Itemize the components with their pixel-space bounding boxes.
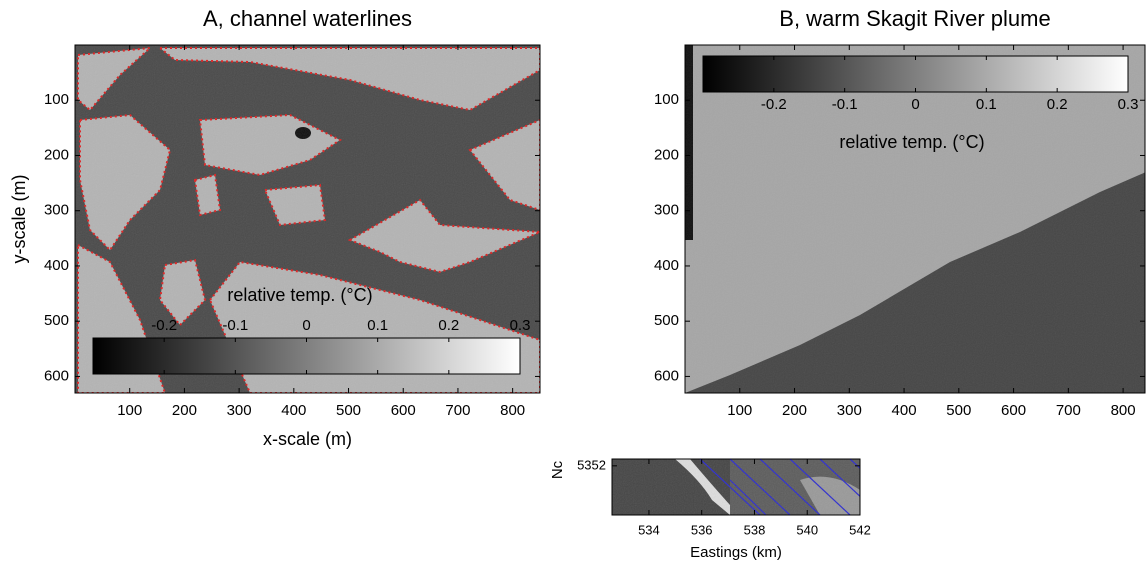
x-tick-label: 538 — [744, 522, 766, 537]
y-tick-label: 600 — [44, 367, 69, 384]
colorbar-tick-label: 0.2 — [1047, 96, 1068, 113]
x-tick-label: 500 — [336, 402, 361, 419]
y-tick-label: 300 — [44, 202, 69, 219]
x-tick-label: 800 — [500, 402, 525, 419]
y-tick-label: 600 — [654, 367, 679, 384]
x-axis-label: x-scale (m) — [263, 429, 352, 449]
colorbar-tick-label: 0.2 — [438, 317, 459, 334]
image-a — [75, 45, 540, 393]
colorbar — [702, 55, 1129, 93]
y-tick-label: 5352 — [577, 457, 606, 472]
x-tick-label: 200 — [172, 402, 197, 419]
colorbar-tick-label: 0 — [911, 96, 919, 113]
x-tick-label: 400 — [892, 402, 917, 419]
x-tick-label: 100 — [727, 402, 752, 419]
colorbar-tick-label: 0.3 — [1118, 96, 1139, 113]
y-tick-label: 400 — [44, 257, 69, 274]
colorbar-tick-label: -0.2 — [151, 317, 177, 334]
image-b — [685, 45, 1145, 393]
colorbar-tick-label: -0.1 — [222, 317, 248, 334]
colorbar — [92, 337, 521, 375]
y-tick-label: 200 — [44, 146, 69, 163]
colorbar-tick-label: 0.1 — [367, 317, 388, 334]
x-tick-label: 200 — [782, 402, 807, 419]
x-tick-label: 540 — [796, 522, 818, 537]
axes-frame — [74, 44, 541, 394]
y-axis-label: y-scale (m) — [9, 175, 29, 264]
y-tick-label: 500 — [44, 312, 69, 329]
panel-title: B, warm Skagit River plume — [779, 6, 1050, 31]
axes-frame — [611, 458, 861, 516]
x-tick-label: 800 — [1111, 402, 1136, 419]
y-axis-label: Nc — [549, 460, 566, 479]
y-tick-label: 100 — [44, 91, 69, 108]
colorbar-label: relative temp. (°C) — [227, 285, 372, 305]
x-tick-label: 100 — [117, 402, 142, 419]
x-tick-label: 542 — [849, 522, 871, 537]
colorbar-tick-label: -0.2 — [761, 96, 787, 113]
y-tick-label: 100 — [654, 91, 679, 108]
x-tick-label: 300 — [227, 402, 252, 419]
y-tick-label: 500 — [654, 312, 679, 329]
y-tick-label: 400 — [654, 257, 679, 274]
x-tick-label: 500 — [946, 402, 971, 419]
x-tick-label: 536 — [691, 522, 713, 537]
colorbar-tick-label: 0.3 — [510, 317, 531, 334]
axes-frame — [684, 44, 1146, 394]
x-axis-label: Eastings (km) — [690, 544, 782, 561]
y-tick-label: 200 — [654, 146, 679, 163]
x-tick-label: 700 — [445, 402, 470, 419]
colorbar-tick-label: 0 — [302, 317, 310, 334]
colorbar-label: relative temp. (°C) — [839, 132, 984, 152]
panel-title: A, channel waterlines — [203, 6, 412, 31]
x-tick-label: 300 — [837, 402, 862, 419]
x-tick-label: 600 — [1001, 402, 1026, 419]
y-tick-label: 300 — [654, 202, 679, 219]
x-tick-label: 534 — [638, 522, 660, 537]
colorbar-tick-label: 0.1 — [976, 96, 997, 113]
x-tick-label: 700 — [1056, 402, 1081, 419]
image-c — [612, 459, 860, 515]
x-tick-label: 400 — [281, 402, 306, 419]
colorbar-tick-label: -0.1 — [832, 96, 858, 113]
x-tick-label: 600 — [391, 402, 416, 419]
